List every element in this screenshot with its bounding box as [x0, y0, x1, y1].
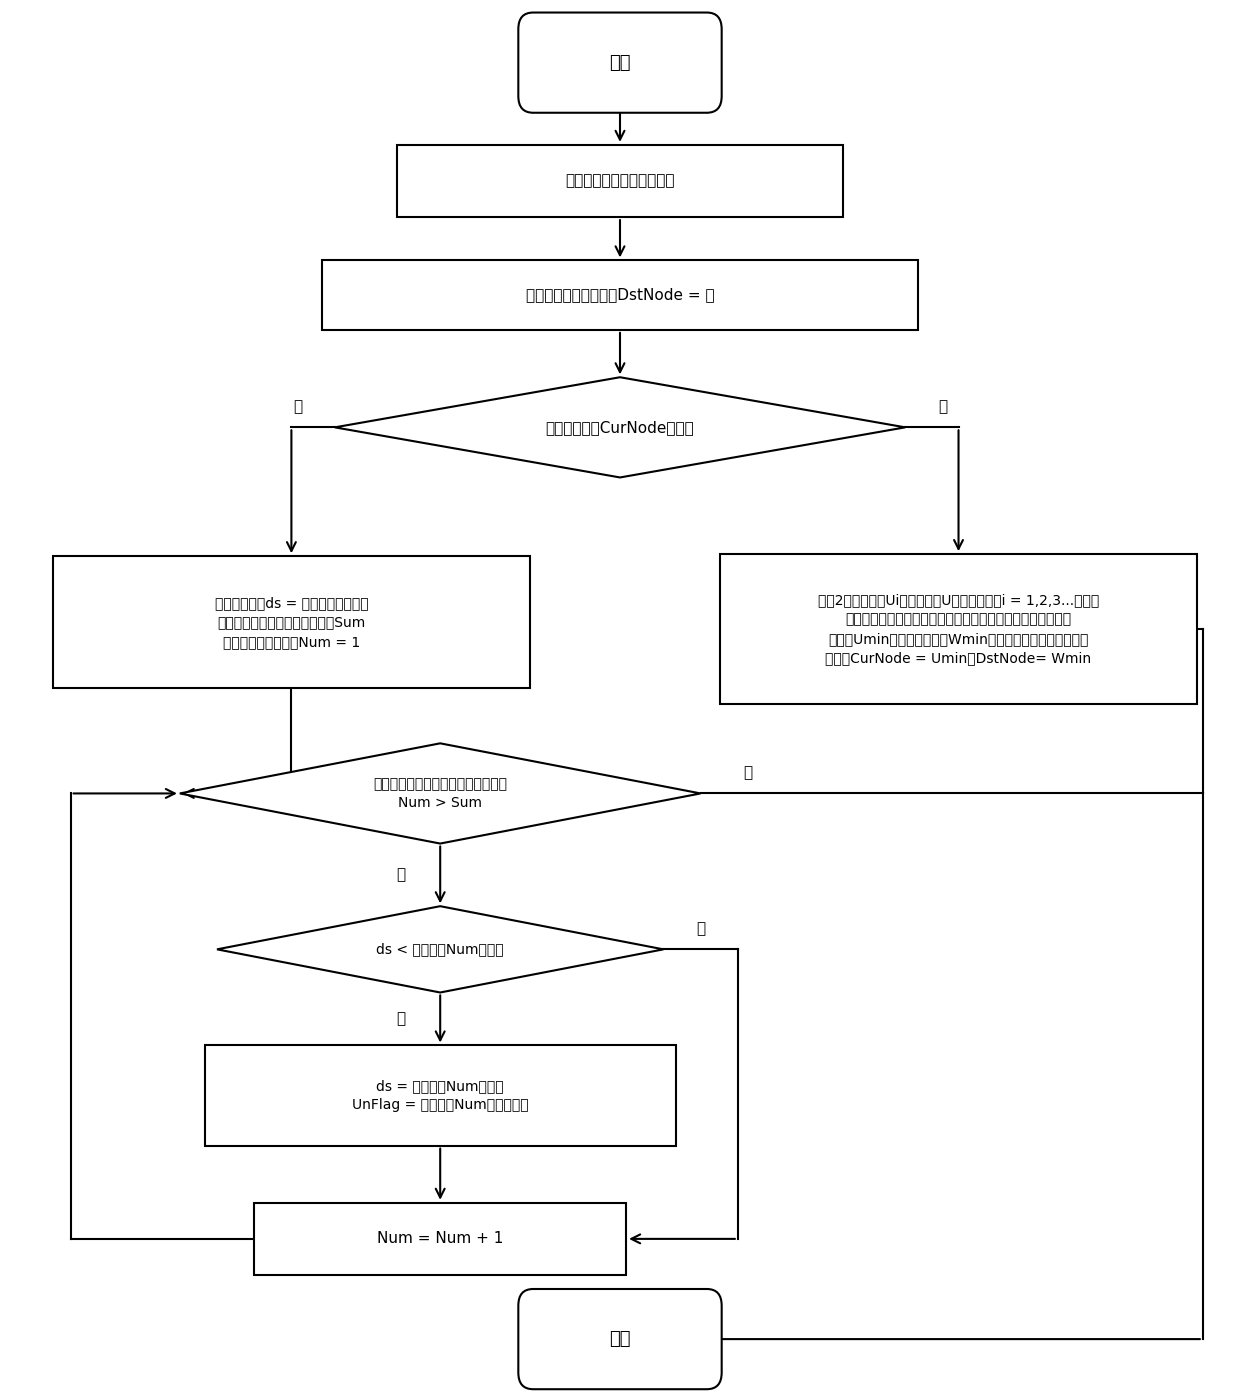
- Text: 当前节点使能有向路径是否遍历完成
Num > Sum: 当前节点使能有向路径是否遍历完成 Num > Sum: [373, 777, 507, 810]
- FancyBboxPatch shape: [518, 13, 722, 113]
- Text: 否: 否: [396, 1012, 405, 1026]
- Text: ds < 有向路径Num的权値: ds < 有向路径Num的权値: [377, 942, 503, 956]
- Text: 否: 否: [396, 867, 405, 883]
- Text: 结束: 结束: [609, 1331, 631, 1347]
- Polygon shape: [217, 906, 663, 992]
- FancyBboxPatch shape: [518, 1289, 722, 1389]
- Text: Num = Num + 1: Num = Num + 1: [377, 1232, 503, 1246]
- Bar: [52, 557, 531, 688]
- Bar: [205, 1045, 676, 1146]
- Bar: [254, 1203, 626, 1275]
- Text: ds = 有向路径Num的权値
UnFlag = 有向路径Num的末端节点: ds = 有向路径Num的权値 UnFlag = 有向路径Num的末端节点: [352, 1079, 528, 1112]
- Bar: [719, 554, 1198, 704]
- Polygon shape: [335, 377, 905, 477]
- Text: 是: 是: [743, 766, 753, 780]
- Text: 如图2所示，遍历Ui（起始端为U的节点，序号i = 1,2,3...）节点
的使能有向路径，选择权値最小的有向路径，有向路径起始节
点记为Umin，终止节点记为: 如图2所示，遍历Ui（起始端为U的节点，序号i = 1,2,3...）节点 的使…: [818, 593, 1099, 665]
- Text: 有向路径权値ds = 最大时间（预设）
当前节点的使能有向路径总数为Sum
有向路径当前序号为Num = 1: 有向路径权値ds = 最大时间（预设） 当前节点的使能有向路径总数为Sum 有向…: [215, 596, 368, 649]
- Text: 获取有向图节点及权值数据: 获取有向图节点及权值数据: [565, 174, 675, 188]
- Text: 判断当前节点CurNode是否空: 判断当前节点CurNode是否空: [546, 420, 694, 434]
- Bar: [322, 260, 918, 330]
- Text: 否: 否: [293, 400, 303, 413]
- Polygon shape: [180, 743, 701, 844]
- Text: 是: 是: [937, 400, 947, 413]
- Text: 有向路径末端节点记为DstNode = 空: 有向路径末端节点记为DstNode = 空: [526, 288, 714, 302]
- Text: 开始: 开始: [609, 54, 631, 71]
- Bar: [397, 145, 843, 217]
- Text: 是: 是: [696, 922, 706, 935]
